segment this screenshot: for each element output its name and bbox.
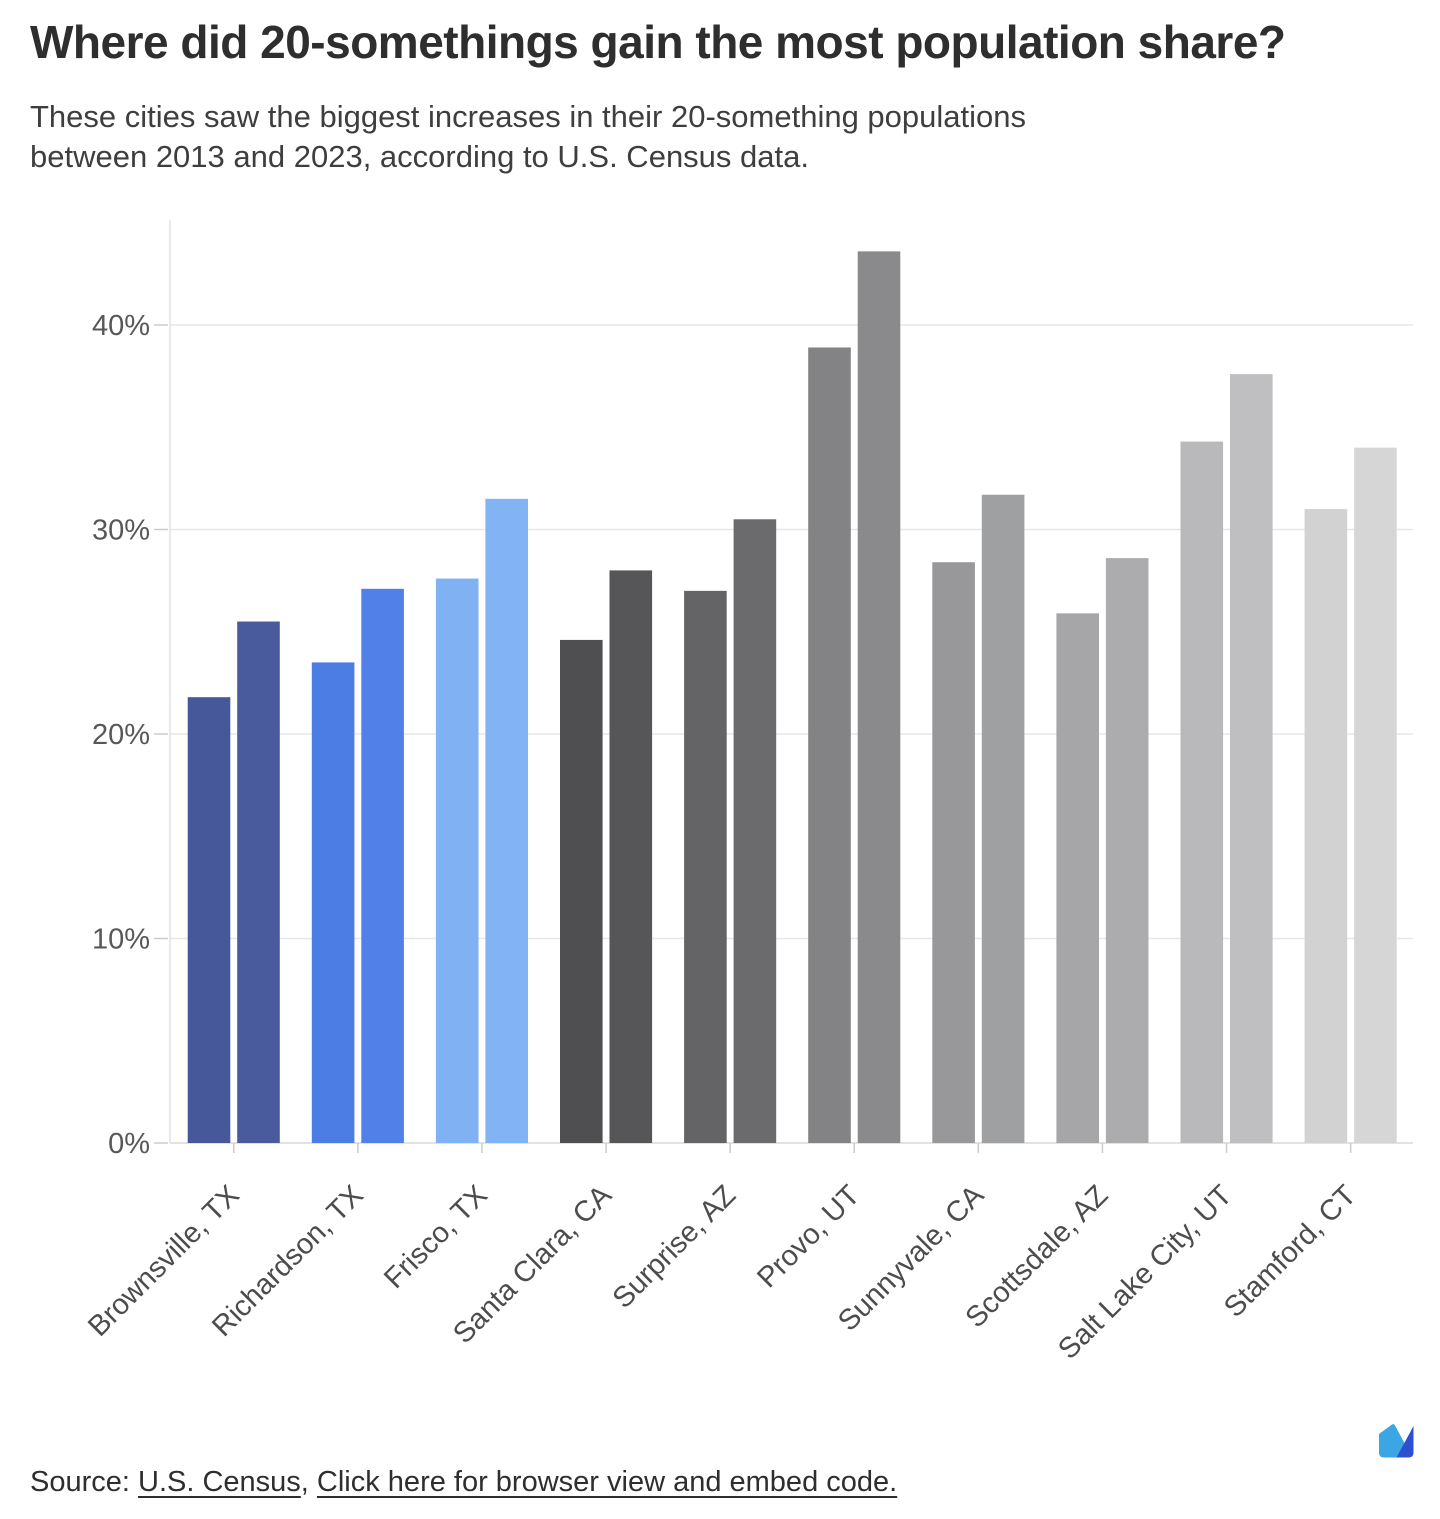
source-prefix: Source: [30, 1466, 138, 1498]
x-axis-label-surprise-az: Surprise, AZ [607, 1179, 742, 1314]
y-axis-label-10%: 10% [92, 924, 150, 956]
bar-brownsville-tx-2023 [237, 621, 280, 1143]
y-axis-label-20%: 20% [92, 719, 150, 751]
x-axis-label-stamford-ct: Stamford, CT [1218, 1179, 1363, 1324]
y-axis-label-40%: 40% [92, 310, 150, 342]
bar-salt-lake-city-ut-2023 [1230, 374, 1273, 1144]
source-separator: , [300, 1466, 317, 1498]
bar-salt-lake-city-ut-2013 [1180, 441, 1224, 1143]
bar-scottsdale-az-2013 [1056, 613, 1099, 1143]
sherwood-m-logo [1379, 1424, 1414, 1458]
x-axis-label-frisco-tx: Frisco, TX [378, 1179, 494, 1295]
logo-right-shape [1396, 1426, 1414, 1458]
embed-link[interactable]: Click here for browser view and embed co… [316, 1466, 898, 1498]
bar-surprise-az-2013 [684, 590, 727, 1143]
bar-frisco-tx-2023 [485, 498, 528, 1143]
bar-provo-ut-2013 [808, 347, 851, 1143]
bar-richardson-tx-2013 [311, 662, 355, 1143]
bar-richardson-tx-2023 [361, 588, 404, 1143]
chart-subtitle-line1: These cities saw the biggest increases i… [30, 99, 1026, 134]
source-line: Source: U.S. Census, Click here for brow… [30, 1466, 1230, 1499]
y-axis-label-30%: 30% [92, 515, 150, 547]
bar-provo-ut-2023 [857, 251, 901, 1143]
bar-santa-clara-ca-2013 [560, 639, 603, 1143]
y-axis-label-0%: 0% [108, 1128, 150, 1160]
chart-subtitle: These cities saw the biggest increases i… [30, 97, 1360, 177]
bar-sunnyvale-ca-2013 [932, 562, 975, 1143]
bar-scottsdale-az-2023 [1105, 558, 1149, 1143]
chart-title: Where did 20-somethings gain the most po… [30, 16, 1286, 68]
bar-frisco-tx-2013 [435, 578, 479, 1143]
bar-santa-clara-ca-2023 [609, 570, 653, 1143]
bar-surprise-az-2023 [733, 519, 777, 1143]
chart-subtitle-line2: between 2013 and 2023, according to U.S.… [30, 139, 809, 174]
bar-sunnyvale-ca-2023 [981, 494, 1025, 1143]
source-link[interactable]: U.S. Census [138, 1466, 301, 1498]
bar-stamford-ct-2013 [1304, 509, 1348, 1143]
x-axis-label-provo-ut: Provo, UT [751, 1179, 866, 1294]
bar-stamford-ct-2023 [1354, 447, 1397, 1143]
bar-brownsville-tx-2013 [187, 697, 231, 1143]
